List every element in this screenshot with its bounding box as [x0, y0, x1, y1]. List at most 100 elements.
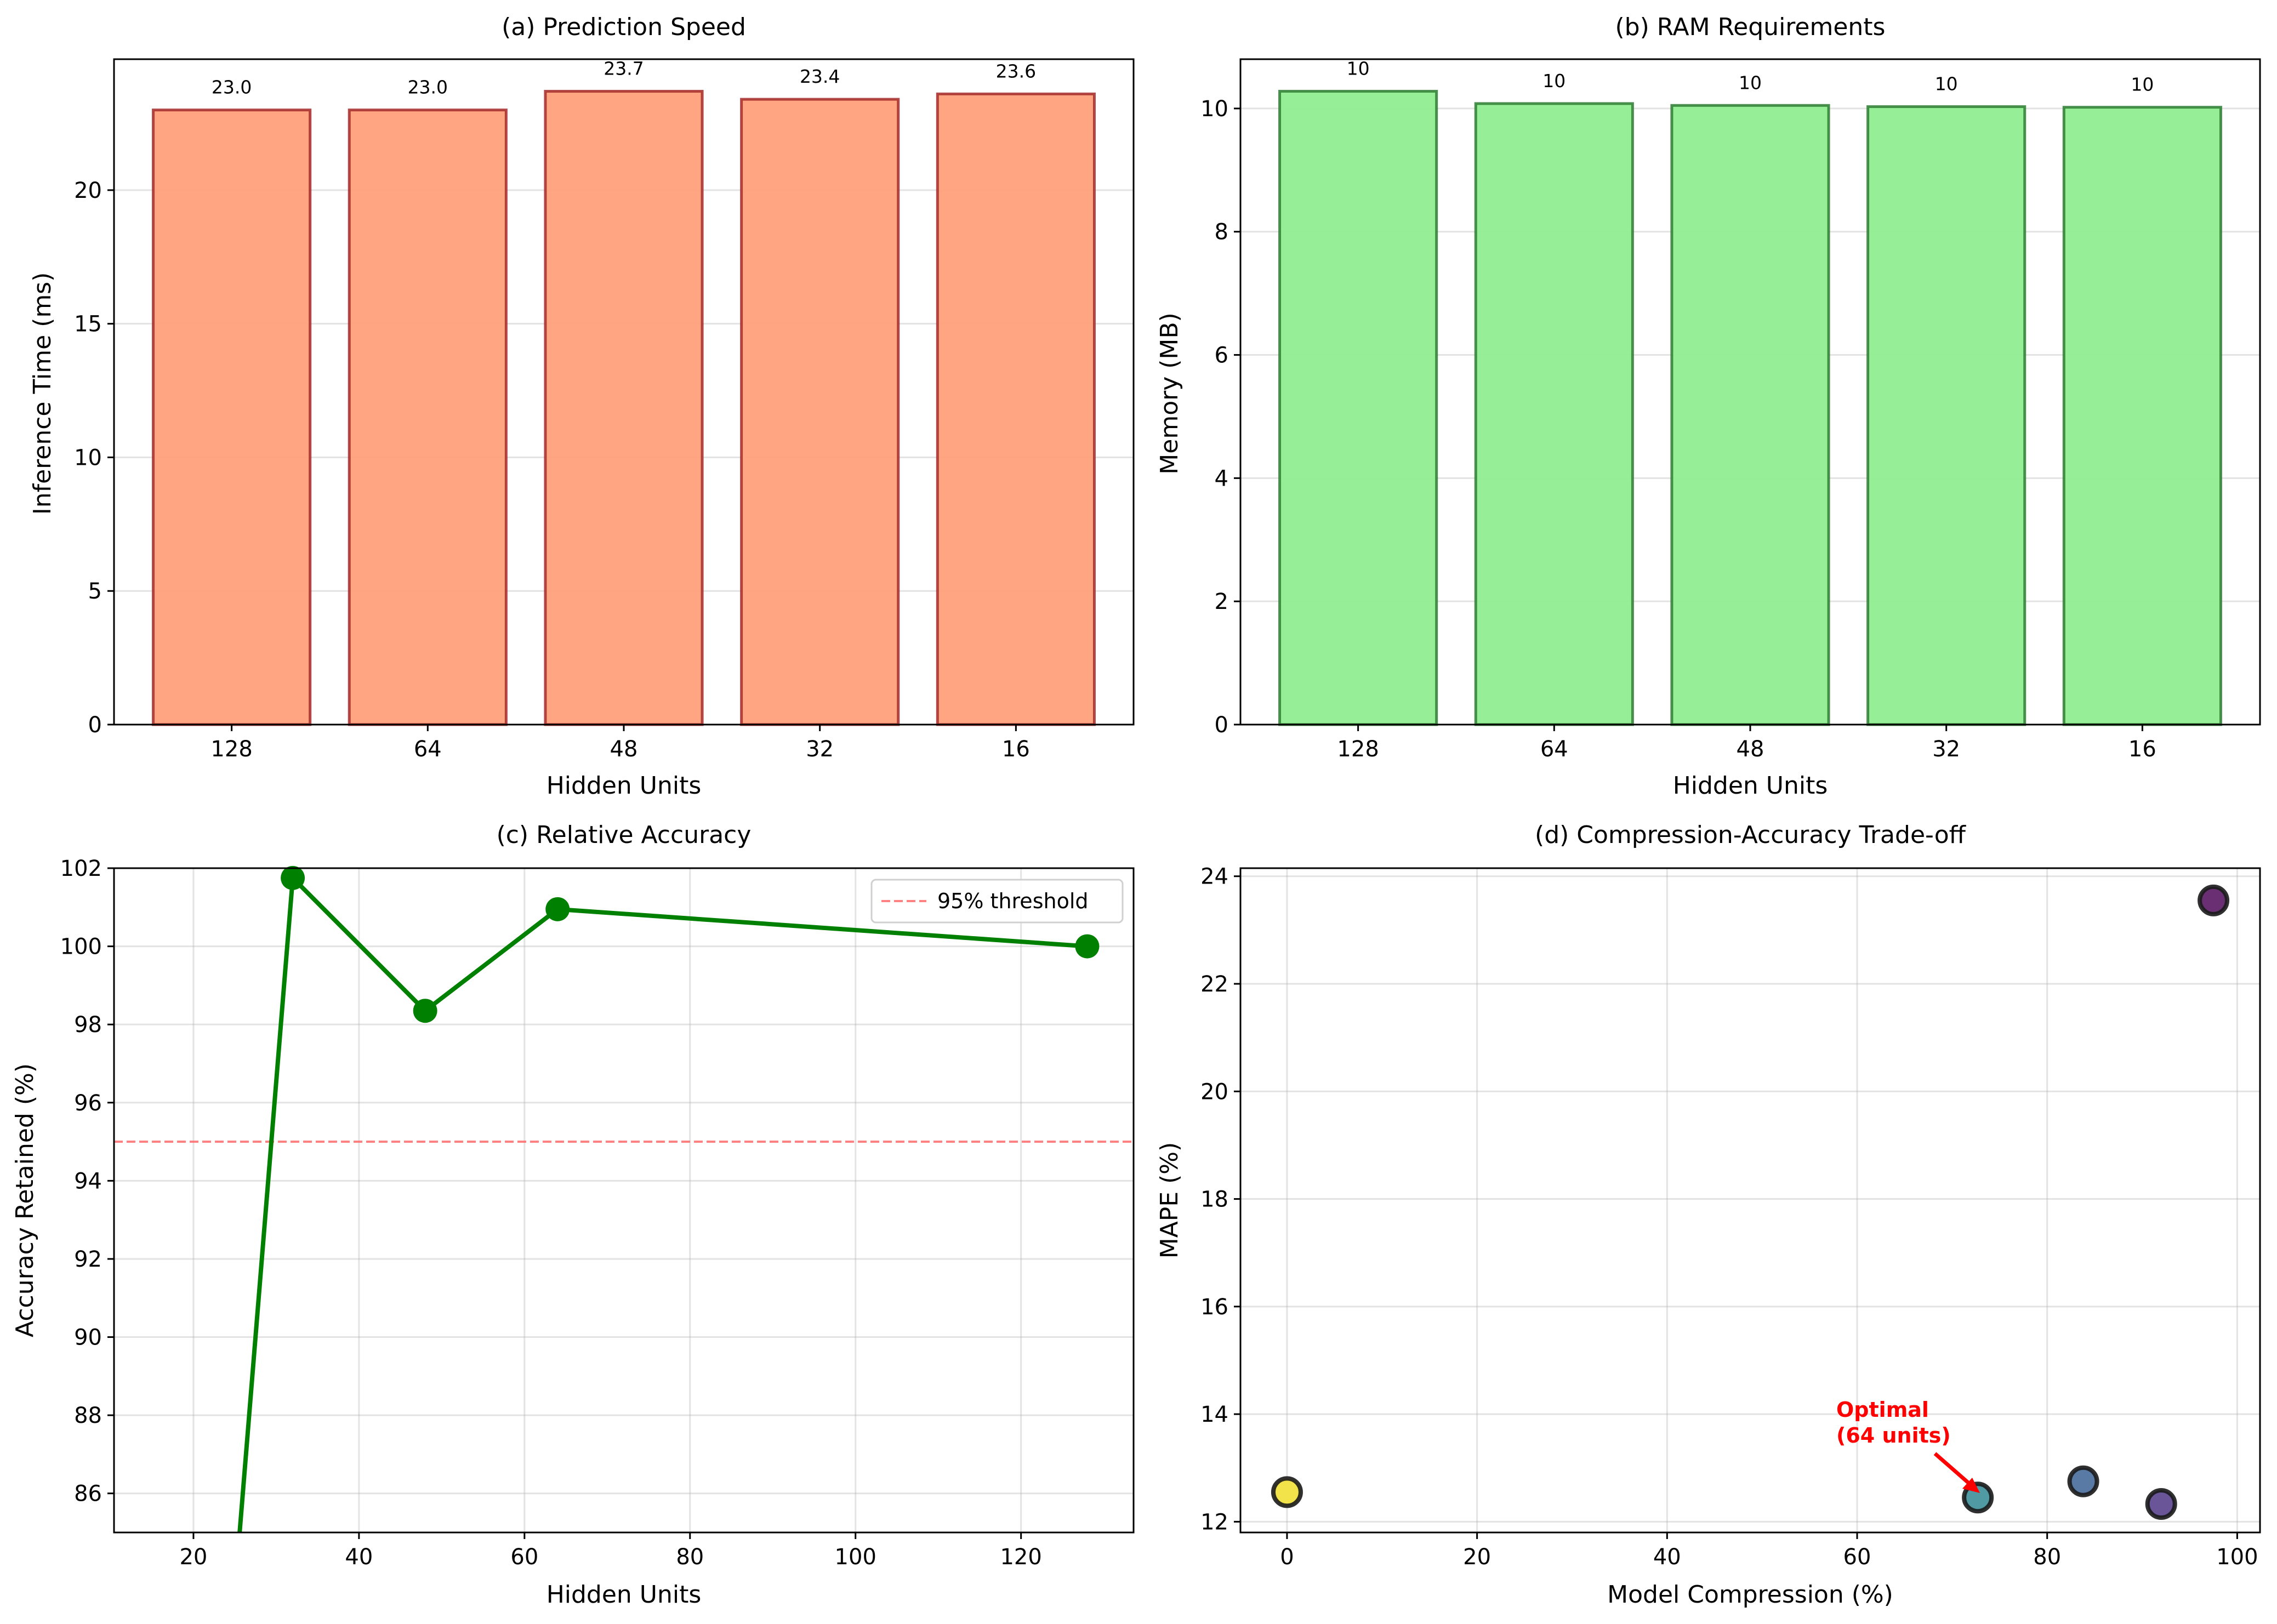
bar [936, 92, 1096, 726]
data-label: 10 [1935, 73, 1958, 95]
y-tick-label: 4 [1215, 466, 1228, 491]
bar [2062, 106, 2222, 726]
data-label: 10 [1347, 58, 1370, 79]
scatter-point [1271, 1476, 1303, 1508]
y-ticks: 12 14 16 18 20 22 24 [1200, 864, 1240, 1535]
bar [544, 90, 704, 726]
grid-lines [114, 867, 1134, 1532]
y-tick-label: 92 [74, 1247, 102, 1272]
data-label: 23.4 [800, 66, 840, 87]
annotation-line2: (64 units) [1836, 1423, 1951, 1448]
x-tick-label: 32 [806, 737, 834, 762]
y-ticks: 0 2 4 6 8 10 [1200, 96, 1240, 738]
x-ticks: 128 64 48 32 16 [210, 725, 1030, 762]
data-label: 10 [1542, 70, 1566, 92]
y-tick-label: 12 [1200, 1509, 1228, 1535]
data-point [1075, 934, 1100, 959]
x-axis-label: Hidden Units [547, 1581, 702, 1609]
y-tick-label: 22 [1200, 972, 1228, 997]
x-tick-label: 100 [2216, 1545, 2258, 1570]
panel-compression-tradeoff: (d) Compression-Accuracy Trade-off Model… [1155, 821, 2261, 1609]
x-axis-label: Model Compression (%) [1607, 1581, 1893, 1609]
x-tick-label: 64 [414, 737, 442, 762]
bar [1474, 102, 1634, 726]
scatter-point [2198, 884, 2230, 916]
x-tick-label: 48 [1737, 737, 1764, 762]
x-tick-label: 20 [179, 1545, 207, 1570]
y-tick-label: 24 [1200, 864, 1228, 890]
scatter-points [1271, 884, 2230, 1520]
series-line [237, 875, 1088, 1532]
x-tick-label: 48 [610, 737, 638, 762]
bar [348, 109, 508, 726]
x-tick-label: 60 [1843, 1545, 1871, 1570]
data-label: 23.7 [604, 58, 644, 79]
x-ticks: 20 40 60 80 100 120 [179, 1532, 1042, 1570]
chart-title: (d) Compression-Accuracy Trade-off [1535, 821, 1967, 849]
grid-lines [1240, 868, 2260, 1532]
x-tick-label: 128 [1337, 737, 1379, 762]
panel-prediction-speed: (a) Prediction Speed Hidden Units Infere… [29, 13, 1135, 800]
x-ticks: 128 64 48 32 16 [1337, 725, 2156, 762]
x-tick-label: 40 [1653, 1545, 1681, 1570]
annotation-arrow-head [1962, 1478, 1980, 1493]
panel-relative-accuracy: (c) Relative Accuracy Hidden Units Accur… [11, 821, 1135, 1609]
data-point [545, 897, 570, 921]
panel-ram-requirements: (b) RAM Requirements Hidden Units Memory… [1155, 13, 2261, 800]
axes-frame [113, 867, 1135, 1534]
y-tick-label: 94 [74, 1169, 102, 1194]
x-tick-label: 0 [1280, 1545, 1294, 1570]
bar [1278, 89, 1438, 726]
x-tick-label: 60 [510, 1545, 538, 1570]
data-labels: 23.0 23.0 23.7 23.4 23.6 [212, 58, 1036, 98]
x-ticks: 0 20 40 60 80 100 [1280, 1532, 2258, 1570]
chart-title: (b) RAM Requirements [1615, 13, 1886, 41]
chart-title: (a) Prediction Speed [502, 13, 746, 41]
x-tick-label: 16 [1002, 737, 1030, 762]
x-tick-label: 120 [1000, 1545, 1041, 1570]
y-tick-label: 10 [1200, 96, 1228, 122]
x-axis-label: Hidden Units [547, 772, 702, 800]
y-tick-label: 20 [1200, 1079, 1228, 1104]
y-tick-label: 0 [88, 713, 102, 738]
y-tick-label: 5 [88, 579, 102, 604]
y-tick-label: 102 [60, 856, 102, 881]
legend: 95% threshold [870, 879, 1124, 924]
bar [152, 109, 312, 726]
y-tick-label: 20 [74, 178, 102, 203]
y-tick-label: 18 [1200, 1187, 1228, 1212]
y-tick-label: 96 [74, 1091, 102, 1116]
data-point [281, 865, 305, 890]
data-point [413, 999, 437, 1023]
y-axis-label: Accuracy Retained (%) [11, 1063, 39, 1337]
axes-frame [1239, 867, 2261, 1534]
y-tick-label: 88 [74, 1403, 102, 1428]
data-label: 10 [1739, 72, 1762, 93]
y-tick-label: 98 [74, 1012, 102, 1038]
data-label: 23.0 [212, 77, 252, 98]
bars [1278, 89, 2222, 726]
x-axis-label: Hidden Units [1673, 772, 1828, 800]
axes-frame [113, 58, 1135, 726]
data-label: 23.6 [996, 60, 1036, 82]
y-ticks: 86 88 90 92 94 96 98 100 102 [60, 856, 114, 1507]
y-axis-label: MAPE (%) [1155, 1142, 1183, 1259]
bar [1670, 104, 1830, 726]
y-tick-label: 0 [1215, 713, 1228, 738]
y-axis-label: Memory (MB) [1155, 312, 1183, 474]
y-tick-label: 15 [74, 312, 102, 337]
data-labels: 10 10 10 10 10 [1347, 58, 2154, 95]
y-tick-label: 10 [74, 445, 102, 470]
x-tick-label: 128 [210, 737, 252, 762]
annotation-line1: Optimal [1836, 1398, 1929, 1422]
accuracy-line [237, 865, 1100, 1532]
x-tick-label: 16 [2128, 737, 2156, 762]
data-label: 10 [2131, 74, 2154, 95]
y-tick-label: 14 [1200, 1402, 1228, 1427]
y-tick-label: 2 [1215, 589, 1228, 614]
optimal-annotation: Optimal (64 units) [1836, 1398, 1980, 1493]
legend-threshold-label: 95% threshold [937, 889, 1089, 913]
y-tick-label: 8 [1215, 220, 1228, 245]
chart-title: (c) Relative Accuracy [497, 821, 752, 849]
